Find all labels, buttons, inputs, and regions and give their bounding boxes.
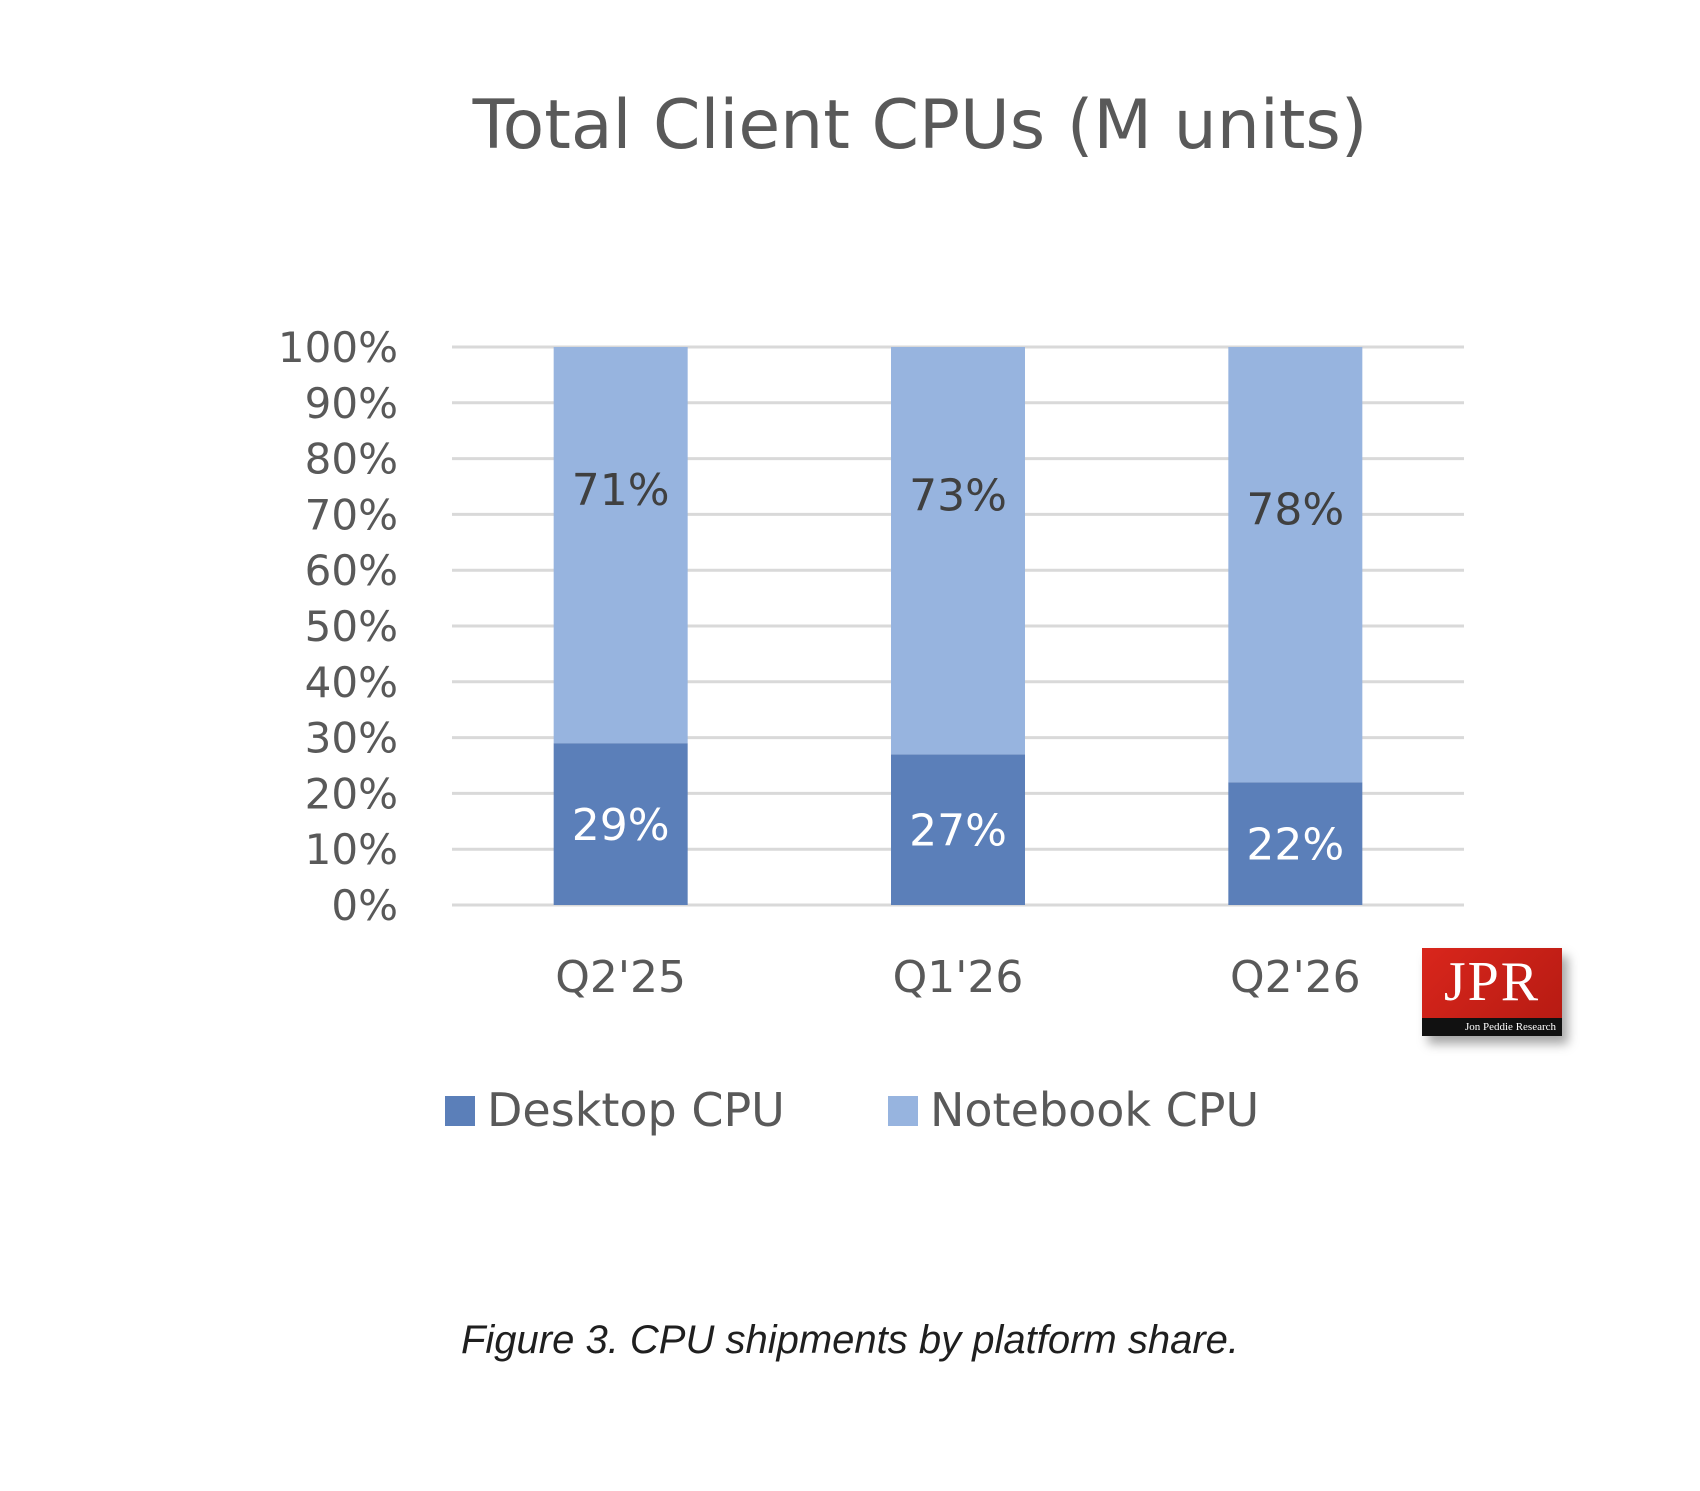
data-label: 27%: [909, 806, 1007, 857]
y-tick-label: 80%: [305, 435, 398, 484]
bar-desktop-cpu: [891, 754, 1025, 905]
x-axis-label: Q2'25: [555, 952, 686, 1003]
data-label: 71%: [572, 465, 670, 516]
y-tick-label: 100%: [278, 323, 398, 372]
data-label: 22%: [1246, 820, 1344, 871]
y-tick-label: 30%: [305, 714, 398, 763]
x-axis-label: Q1'26: [893, 952, 1024, 1003]
x-axis-labels: Q2'25 Q1'26 Q2'26: [555, 952, 1360, 1003]
bar-notebook-cpu: [553, 347, 688, 744]
jpr-logo: JPR Jon Peddie Research: [1422, 948, 1562, 1036]
logo-text: JPR: [1443, 951, 1541, 1013]
bar-desktop-cpu: [1228, 782, 1363, 905]
bar-desktop-cpu: [553, 743, 688, 905]
y-tick-label: 0%: [331, 881, 398, 930]
legend: Desktop CPU Notebook CPU: [445, 1083, 1259, 1137]
figure-caption: Figure 3. CPU shipments by platform shar…: [460, 1318, 1240, 1362]
stacked-bar-chart: Total Client CPUs (M units) 0% 10% 20% 30% 4…: [278, 86, 1464, 1137]
y-tick-label: 10%: [305, 825, 398, 874]
data-label: 78%: [1246, 485, 1344, 536]
data-label: 29%: [572, 800, 670, 851]
y-axis-ticks: 0% 10% 20% 30% 40% 50% 60% 70% 80% 90% 100%: [278, 323, 398, 930]
bars: 29% 71% 27% 73% 22% 78%: [553, 347, 1363, 905]
y-tick-label: 50%: [305, 602, 398, 651]
legend-swatch: [888, 1096, 918, 1126]
y-tick-label: 70%: [305, 490, 398, 539]
logo-subtext: Jon Peddie Research: [1422, 1018, 1562, 1036]
chart-title: Total Client CPUs (M units): [472, 86, 1368, 165]
legend-swatch: [445, 1096, 475, 1126]
y-tick-label: 60%: [305, 546, 398, 595]
x-axis-label: Q2'26: [1230, 952, 1361, 1003]
data-label: 73%: [909, 471, 1007, 522]
legend-label: Notebook CPU: [930, 1083, 1259, 1137]
y-tick-label: 20%: [305, 769, 398, 818]
bar-notebook-cpu: [891, 347, 1025, 755]
y-tick-label: 90%: [305, 379, 398, 428]
legend-label: Desktop CPU: [487, 1083, 785, 1137]
bar-notebook-cpu: [1228, 347, 1363, 783]
y-tick-label: 40%: [305, 658, 398, 707]
